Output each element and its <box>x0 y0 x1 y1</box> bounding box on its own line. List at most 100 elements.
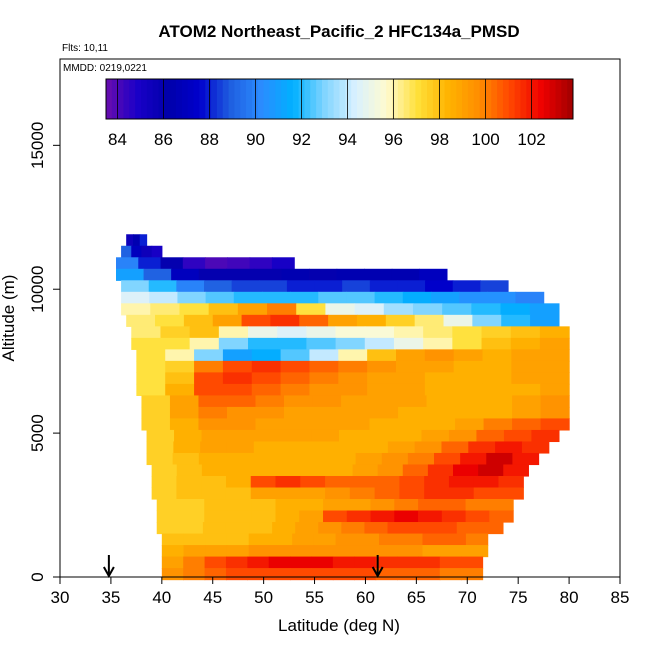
heatmap-cell <box>121 245 132 258</box>
heatmap-cell <box>379 533 402 546</box>
heatmap-cell <box>312 418 342 431</box>
colorbar-swatch <box>450 79 457 119</box>
heatmap-cell <box>468 441 496 454</box>
colorbar-swatch <box>561 79 568 119</box>
heatmap-cell <box>346 499 372 512</box>
colorbar-swatch <box>421 79 428 119</box>
heatmap-cell <box>418 568 441 581</box>
heatmap-cell <box>325 303 356 316</box>
colorbar-swatch <box>555 79 562 119</box>
colorbar-swatch <box>310 79 317 119</box>
heatmap-cell <box>346 510 372 523</box>
heatmap-cell <box>364 326 395 339</box>
colorbar-swatch <box>129 79 136 119</box>
heatmap-cell <box>222 360 253 373</box>
heatmap-cell <box>476 429 505 443</box>
heatmap-cell <box>226 441 255 454</box>
heatmap-cell <box>434 452 461 466</box>
heatmap-cell <box>460 452 487 466</box>
heatmap-cell <box>478 464 504 477</box>
heatmap-cell <box>540 349 570 362</box>
heatmap-cell <box>253 268 283 281</box>
colorbar-swatch <box>362 79 370 119</box>
colorbar-swatch <box>549 79 556 119</box>
heatmap-cell <box>441 441 469 454</box>
heatmap-cell <box>247 568 270 581</box>
heatmap-cell <box>248 337 278 350</box>
heatmap-cell <box>364 522 389 535</box>
colorbar-swatch <box>240 79 247 119</box>
heatmap-cell <box>419 268 448 281</box>
colorbar-swatch <box>263 79 270 119</box>
heatmap-cell <box>228 510 253 523</box>
heatmap-cell <box>453 383 484 396</box>
heatmap-cell <box>400 545 424 558</box>
colorbar-swatch <box>567 79 574 119</box>
heatmap-cell <box>277 326 307 339</box>
colorbar-swatch <box>386 79 393 119</box>
heatmap-cell <box>275 499 300 512</box>
y-tick-label: 10000 <box>28 266 47 313</box>
colorbar-swatch <box>514 79 521 119</box>
heatmap-cell <box>452 326 483 339</box>
heatmap-cell <box>165 349 195 362</box>
colorbar-swatch <box>181 79 189 119</box>
heatmap-cell <box>280 441 309 454</box>
heatmap-cell <box>424 360 455 373</box>
heatmap-cell <box>156 522 181 535</box>
colorbar-swatch <box>211 79 218 119</box>
heatmap-cell <box>280 349 311 362</box>
heatmap-cell <box>176 487 202 500</box>
heatmap-cell <box>461 568 484 581</box>
heatmap-cell <box>146 441 174 454</box>
heatmap-cell <box>511 383 541 396</box>
colorbar-swatch <box>106 79 113 119</box>
heatmap-cell <box>226 395 257 408</box>
heatmap-cell <box>430 291 460 304</box>
heatmap-cell <box>418 510 443 523</box>
colorbar-swatch <box>152 79 160 119</box>
heatmap-cell <box>511 372 541 385</box>
arrow-markers <box>102 555 384 579</box>
colorbar-swatch <box>170 79 177 119</box>
heatmap-cell <box>173 441 201 454</box>
heatmap-cell <box>160 326 191 339</box>
colorbar-swatch <box>304 79 311 119</box>
colorbar-swatch <box>117 79 125 119</box>
heatmap-cell <box>453 360 484 373</box>
heatmap-cell <box>204 510 229 523</box>
heatmap-cell <box>483 406 513 420</box>
heatmap-cell <box>198 395 228 408</box>
heatmap-cell <box>481 326 512 339</box>
heatmap-cell <box>433 522 458 535</box>
heatmap-cell <box>325 475 351 489</box>
heatmap-cell <box>141 406 171 420</box>
heatmap-cell <box>465 499 490 512</box>
x-tick-label: 50 <box>254 588 273 607</box>
arrow-head <box>371 566 384 579</box>
heatmap-cell <box>146 429 175 443</box>
heatmap-cell <box>540 395 570 408</box>
heatmap-cell <box>229 429 258 443</box>
heatmap-cell <box>422 545 445 558</box>
colorbar-swatch <box>275 79 282 119</box>
heatmap-cell <box>256 429 285 443</box>
heatmap-cell <box>341 395 371 408</box>
heatmap-cell <box>539 337 570 350</box>
heatmap-cell <box>361 441 389 454</box>
heatmap-cell <box>439 556 462 569</box>
flights-note: Flts: 10,11 <box>62 43 108 54</box>
heatmap-cell <box>311 429 340 443</box>
heatmap-cell <box>426 406 456 420</box>
heatmap-cell <box>255 406 285 420</box>
heatmap-cell <box>453 372 484 385</box>
colorbar-swatch <box>467 79 475 119</box>
heatmap-cell <box>309 360 339 373</box>
heatmap-cell <box>183 556 206 569</box>
heatmap-cell <box>512 418 542 431</box>
colorbar-tick-label: 94 <box>338 130 357 149</box>
heatmap-cell <box>364 337 395 350</box>
heatmap-cell <box>369 418 399 431</box>
heatmap-cell <box>482 383 512 396</box>
heatmap-cell <box>136 383 166 396</box>
